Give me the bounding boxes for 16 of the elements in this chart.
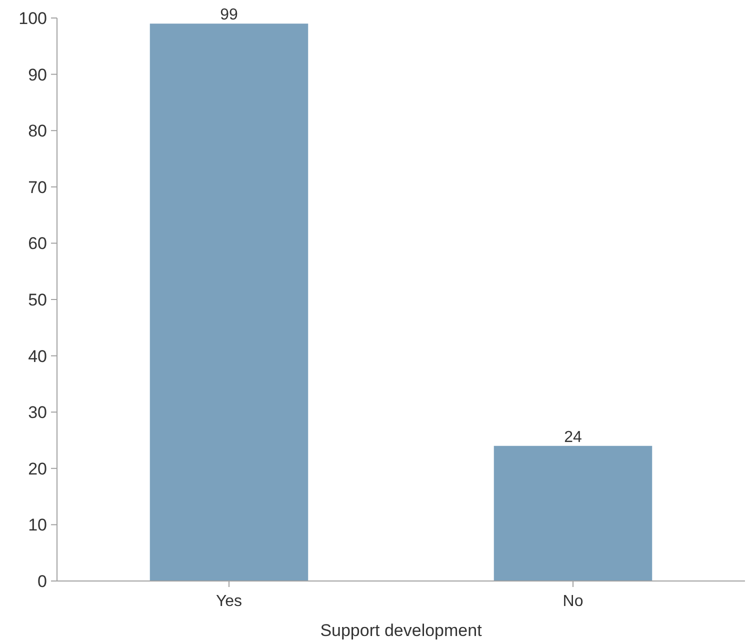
y-tick-label: 60: [28, 234, 47, 254]
y-tick-label: 10: [28, 516, 47, 535]
y-tick-label: 100: [18, 8, 47, 28]
x-axis-title: Support development: [320, 621, 482, 640]
y-tick-label: 50: [28, 290, 47, 310]
y-tick-label: 90: [28, 65, 47, 84]
data-label: 99: [220, 6, 238, 24]
y-tick-label: 40: [28, 346, 47, 366]
data-label: 24: [564, 428, 582, 446]
y-tick-label: 70: [28, 178, 47, 197]
y-tick-label: 20: [28, 459, 47, 478]
y-tick-label: 80: [28, 122, 47, 141]
x-tick-label: Yes: [216, 593, 242, 610]
y-tick-label: 30: [28, 403, 47, 422]
x-tick-label: No: [562, 593, 584, 610]
y-tick-label: 0: [38, 572, 47, 591]
